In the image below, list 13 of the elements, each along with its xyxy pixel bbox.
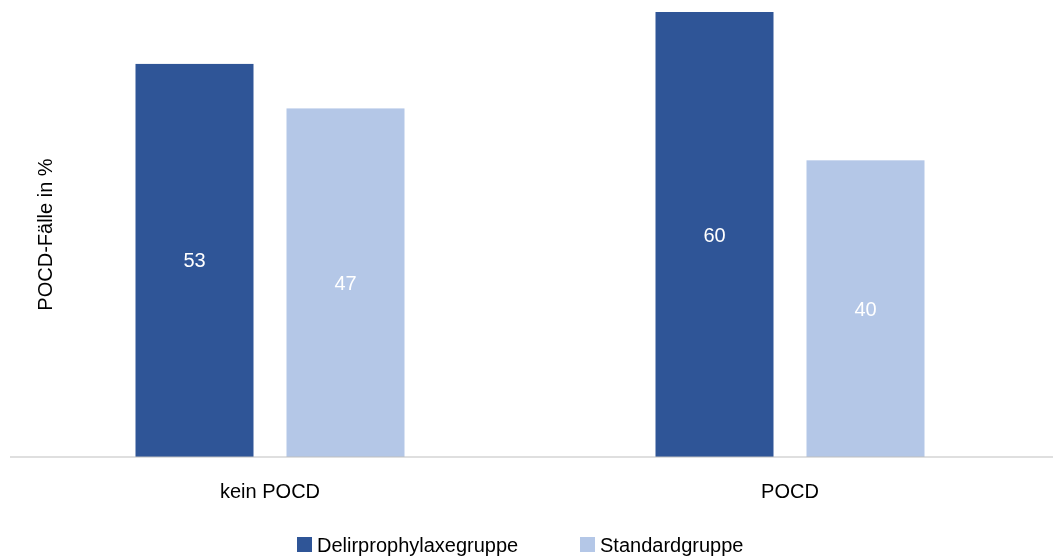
y-axis-title: POCD-Fälle in % (34, 158, 56, 311)
x-tick-label: POCD (761, 480, 819, 502)
bar (806, 160, 925, 457)
x-tick-label: kein POCD (219, 480, 321, 502)
data-label: 40 (854, 297, 877, 320)
data-label: 60 (703, 223, 726, 246)
data-label: 47 (334, 271, 357, 294)
legend-label: Standardgruppe (600, 534, 744, 556)
bar (135, 63, 254, 457)
bar (655, 12, 774, 457)
legend-label: Delirprophylaxegruppe (317, 534, 519, 556)
data-label: 53 (183, 249, 206, 272)
bar (286, 108, 405, 457)
